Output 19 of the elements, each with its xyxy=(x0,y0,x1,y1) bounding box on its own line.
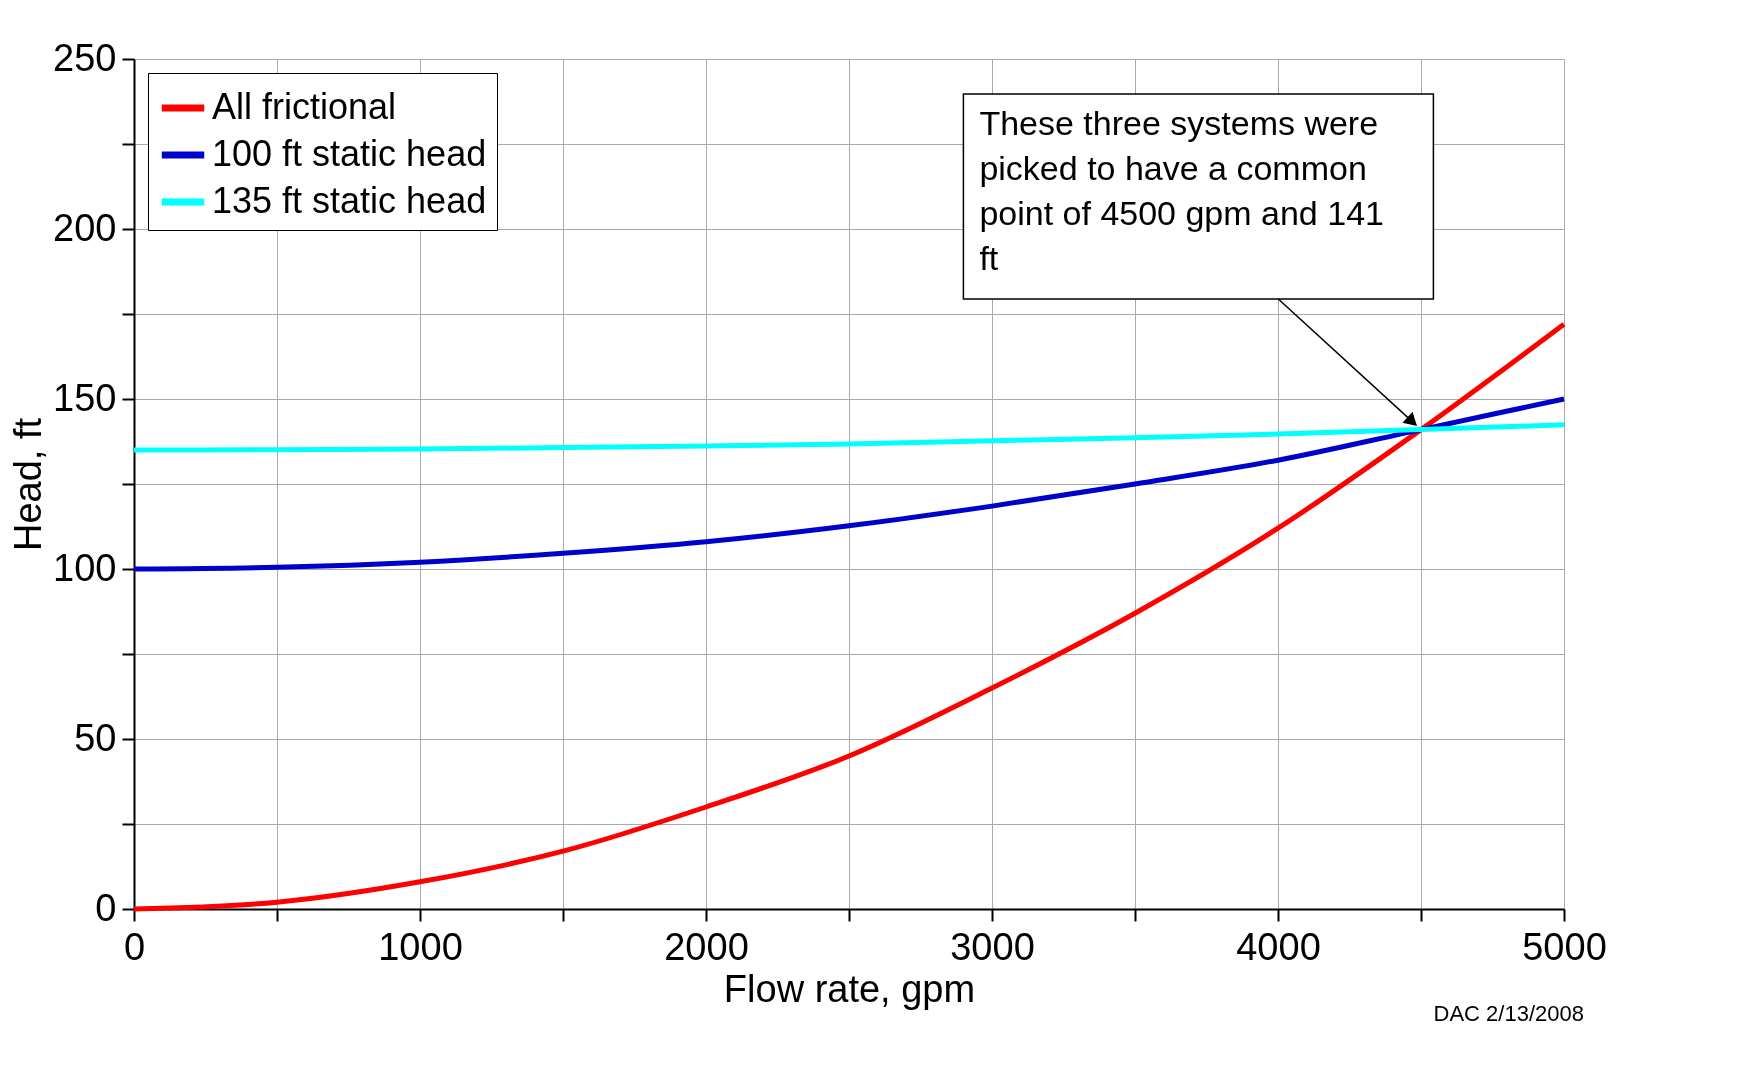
x-tick-label: 4000 xyxy=(1236,925,1321,968)
y-tick-label: 150 xyxy=(53,376,117,419)
x-axis-title: Flow rate, gpm xyxy=(723,967,976,1010)
y-tick-label: 0 xyxy=(95,886,117,929)
x-tick-label: 1000 xyxy=(378,925,463,968)
x-tick-label: 2000 xyxy=(664,925,749,968)
text: DAC 2/13/2008 xyxy=(1433,1001,1584,1026)
y-tick-label: 50 xyxy=(74,716,117,759)
x-tick-label: 5000 xyxy=(1522,925,1607,968)
legend-label: All frictional xyxy=(212,86,397,127)
y-tick-label: 100 xyxy=(53,546,117,589)
y-axis-title: Head, ft xyxy=(7,417,50,552)
x-tick-label: 3000 xyxy=(950,925,1035,968)
x-tick-label: 0 xyxy=(123,925,146,968)
y-tick-label: 200 xyxy=(53,206,117,249)
y-tick-label: 250 xyxy=(53,36,117,79)
legend-label: 100 ft static head xyxy=(212,133,487,174)
annotation: These three systems were picked to have a common point of 4500 gpm and 141 ft xyxy=(979,104,1384,277)
legend-label: 135 ft static head xyxy=(212,180,487,221)
